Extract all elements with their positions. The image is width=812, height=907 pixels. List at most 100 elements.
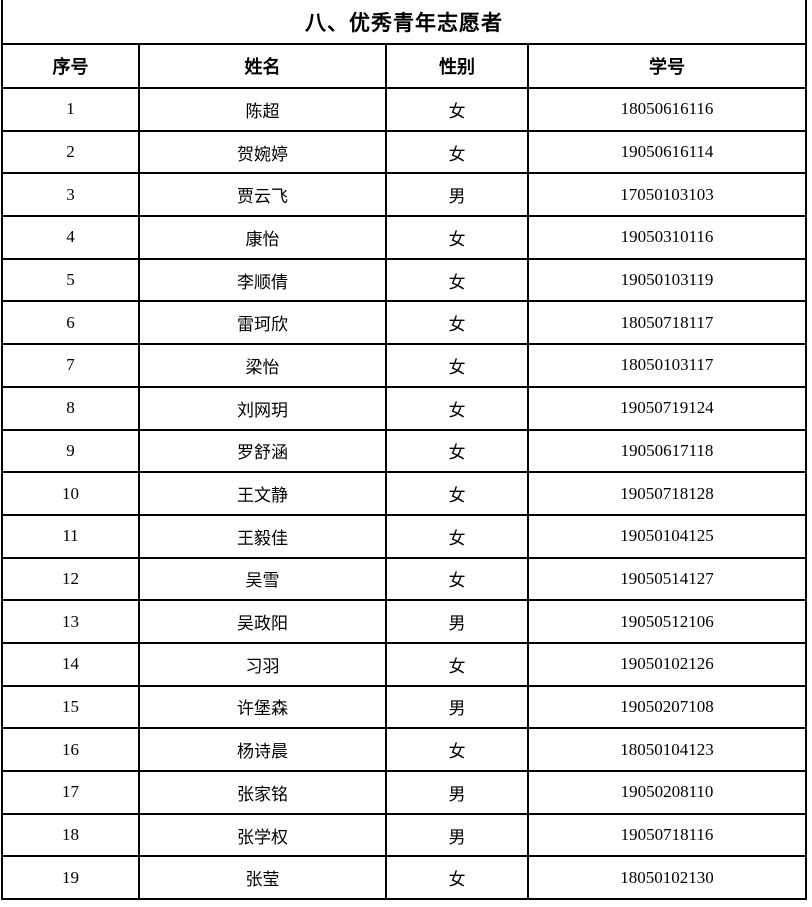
- table-row: 4 康怡女 19050310116: [1, 215, 807, 260]
- cell-gender: 女: [385, 727, 529, 772]
- cell-gender: 女: [385, 641, 529, 687]
- table-row: 7 梁怡女 18050103117: [1, 343, 807, 388]
- cell-index: 19: [1, 855, 140, 901]
- cell-index: 5: [1, 257, 140, 303]
- cell-index: 3: [1, 172, 140, 218]
- cell-index: 18: [1, 812, 140, 858]
- header-cell-id: 学号: [527, 43, 807, 89]
- table-row: 14 习羽女 19050102126: [1, 641, 807, 687]
- cell-id: 19050207108: [527, 684, 807, 730]
- cell-id: 17050103103: [527, 172, 807, 218]
- table-header-row: 序号 姓名 性别 学号: [1, 43, 807, 89]
- cell-index: 12: [1, 556, 140, 602]
- cell-index: 15: [1, 684, 140, 730]
- cell-id: 18050616116: [527, 87, 807, 132]
- cell-gender: 女: [385, 257, 529, 303]
- cell-index: 9: [1, 428, 140, 474]
- cell-id: 19050718128: [527, 471, 807, 516]
- cell-name: 张家铭: [138, 770, 387, 815]
- cell-name: 吴政阳: [138, 599, 387, 644]
- cell-index: 17: [1, 770, 140, 815]
- table-row: 12 吴雪女 19050514127: [1, 556, 807, 602]
- cell-name: 梁怡: [138, 343, 387, 388]
- cell-name: 雷珂欣: [138, 300, 387, 346]
- cell-id: 19050512106: [527, 599, 807, 644]
- cell-gender: 女: [385, 129, 529, 175]
- table-row: 3 贾云飞男 17050103103: [1, 172, 807, 218]
- cell-name: 陈超: [138, 87, 387, 132]
- cell-index: 14: [1, 641, 140, 687]
- table-row: 11 王毅佳女 19050104125: [1, 513, 807, 559]
- header-cell-index: 序号: [1, 43, 140, 89]
- cell-name: 习羽: [138, 641, 387, 687]
- cell-gender: 男: [385, 812, 529, 858]
- cell-index: 11: [1, 513, 140, 559]
- cell-name: 刘网玥: [138, 385, 387, 431]
- cell-id: 19050102126: [527, 641, 807, 687]
- cell-id: 19050310116: [527, 215, 807, 260]
- cell-gender: 女: [385, 513, 529, 559]
- cell-id: 19050103119: [527, 257, 807, 303]
- cell-gender: 女: [385, 855, 529, 901]
- cell-index: 8: [1, 385, 140, 431]
- cell-gender: 女: [385, 87, 529, 132]
- cell-name: 康怡: [138, 215, 387, 260]
- table-row: 2 贺婉婷女 19050616114: [1, 129, 807, 175]
- cell-gender: 男: [385, 172, 529, 218]
- cell-id: 19050514127: [527, 556, 807, 602]
- table-row: 19 张莹女 18050102130: [1, 855, 807, 901]
- cell-name: 张莹: [138, 855, 387, 901]
- cell-gender: 女: [385, 300, 529, 346]
- cell-index: 13: [1, 599, 140, 644]
- cell-name: 贺婉婷: [138, 129, 387, 175]
- cell-id: 18050104123: [527, 727, 807, 772]
- cell-id: 19050718116: [527, 812, 807, 858]
- table-row: 13 吴政阳男 19050512106: [1, 599, 807, 644]
- table-row: 18 张学权男 19050718116: [1, 812, 807, 858]
- table-row: 17 张家铭男 19050208110: [1, 770, 807, 815]
- cell-index: 10: [1, 471, 140, 516]
- cell-gender: 女: [385, 556, 529, 602]
- cell-id: 18050718117: [527, 300, 807, 346]
- cell-id: 19050104125: [527, 513, 807, 559]
- table-body: 1 陈超女 18050616116 2 贺婉婷女 19050616114 3 贾云飞男 1705…: [1, 87, 807, 901]
- table-row: 1 陈超女 18050616116: [1, 87, 807, 132]
- cell-name: 吴雪: [138, 556, 387, 602]
- cell-gender: 女: [385, 343, 529, 388]
- cell-index: 1: [1, 87, 140, 132]
- cell-gender: 女: [385, 385, 529, 431]
- table-row: 16 杨诗晨女 18050104123: [1, 727, 807, 772]
- cell-gender: 男: [385, 770, 529, 815]
- table-row: 8 刘网玥女 19050719124: [1, 385, 807, 431]
- cell-name: 贾云飞: [138, 172, 387, 218]
- cell-name: 许堡森: [138, 684, 387, 730]
- cell-id: 18050103117: [527, 343, 807, 388]
- cell-gender: 男: [385, 684, 529, 730]
- page-title: 八、优秀青年志愿者: [1, 0, 807, 45]
- cell-gender: 女: [385, 471, 529, 516]
- cell-index: 16: [1, 727, 140, 772]
- header-cell-name: 姓名: [138, 43, 387, 89]
- cell-name: 杨诗晨: [138, 727, 387, 772]
- table-row: 5 李顺倩女 19050103119: [1, 257, 807, 303]
- cell-gender: 女: [385, 215, 529, 260]
- header-cell-gender: 性别: [385, 43, 529, 89]
- cell-index: 4: [1, 215, 140, 260]
- cell-id: 19050719124: [527, 385, 807, 431]
- cell-name: 张学权: [138, 812, 387, 858]
- table-row: 9 罗舒涵女 19050617118: [1, 428, 807, 474]
- table-row: 15 许堡森男 19050207108: [1, 684, 807, 730]
- cell-id: 19050208110: [527, 770, 807, 815]
- cell-gender: 女: [385, 428, 529, 474]
- cell-name: 王毅佳: [138, 513, 387, 559]
- cell-name: 王文静: [138, 471, 387, 516]
- cell-id: 19050617118: [527, 428, 807, 474]
- table-row: 10 王文静女 19050718128: [1, 471, 807, 516]
- cell-name: 罗舒涵: [138, 428, 387, 474]
- cell-name: 李顺倩: [138, 257, 387, 303]
- cell-index: 6: [1, 300, 140, 346]
- cell-index: 2: [1, 129, 140, 175]
- cell-gender: 男: [385, 599, 529, 644]
